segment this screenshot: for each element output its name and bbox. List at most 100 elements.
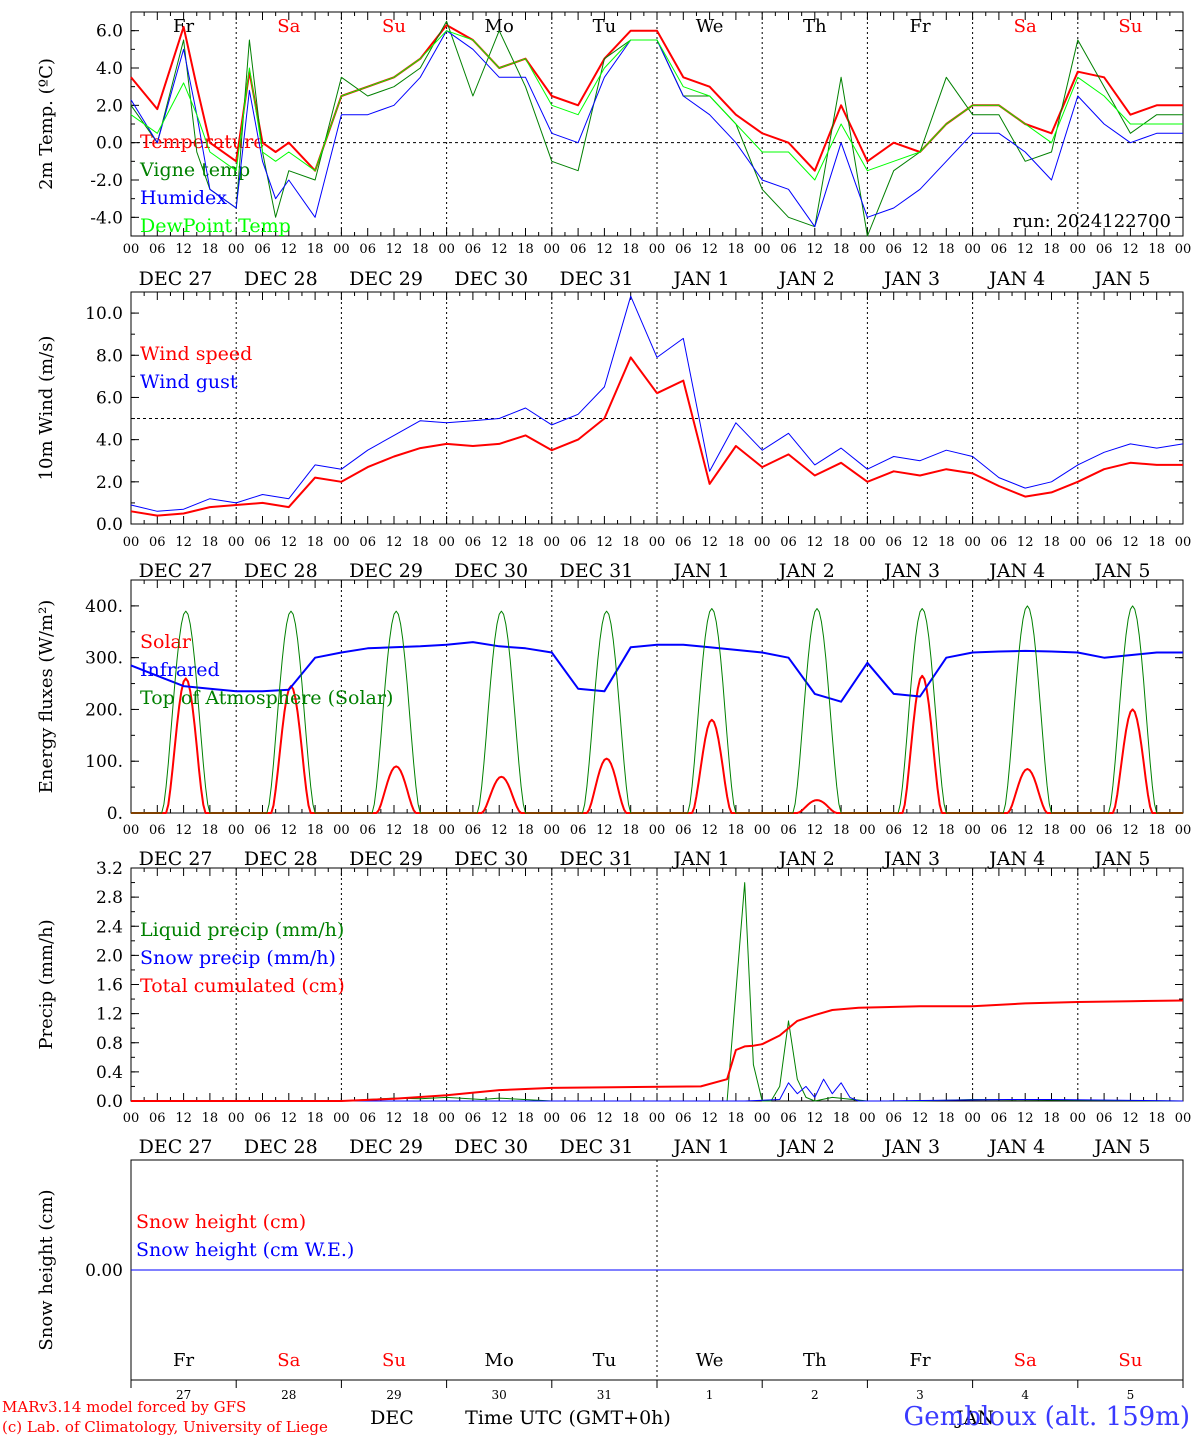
x-tick-label: 00 — [1175, 242, 1192, 257]
x-tick-label: 00 — [859, 535, 876, 550]
x-tick-label: 06 — [1096, 823, 1113, 838]
x-tick-label: 18 — [938, 535, 955, 550]
series-line-top-of-atmosphere-solar — [131, 605, 1183, 814]
x-tick-label: 00 — [754, 242, 771, 257]
date-label: DEC 28 — [244, 560, 318, 582]
x-tick-label: 12 — [1017, 1111, 1034, 1126]
date-label: DEC 29 — [349, 268, 423, 290]
x-tick-label: 12 — [701, 535, 718, 550]
panel-energy: 0. 100. 200. 300. 400. Energy fluxes (W/m²) 00… — [36, 579, 1191, 870]
x-tick-label: 00 — [964, 823, 981, 838]
x-tick-label: 12 — [596, 535, 613, 550]
legend-entry: Top of Atmosphere (Solar) — [140, 687, 393, 709]
x-tick-label: 00 — [754, 823, 771, 838]
date-label: JAN 3 — [882, 1136, 940, 1158]
day-number-label: 1 — [706, 1388, 714, 1402]
y-axis-label: 10m Wind (m/s) — [36, 336, 57, 481]
x-tick-label: 00 — [228, 1111, 245, 1126]
y-tick-label: -4.0 — [90, 208, 123, 228]
x-tick-label: 00 — [649, 242, 666, 257]
x-tick-label: 00 — [123, 535, 140, 550]
weekday-label: Fr — [173, 1350, 194, 1371]
x-tick-label: 12 — [1017, 535, 1034, 550]
x-tick-label: 06 — [254, 535, 271, 550]
panel-temperature: 6.0 4.0 2.0 0.0 -2.0 -4.0 2m Temp. (ºC) 00 06 12 1… — [36, 11, 1192, 290]
x-tick-label: 18 — [1043, 242, 1060, 257]
x-tick-label: 06 — [149, 823, 166, 838]
panel-snow: 0.00 Snow height (cm) Snow height (cm) Snow… — [36, 1159, 1184, 1429]
legend-entry: Wind gust — [140, 371, 238, 393]
x-tick-label: 00 — [228, 823, 245, 838]
x-tick-label: 06 — [991, 242, 1008, 257]
x-tick-label: 18 — [833, 823, 850, 838]
x-tick-label: 00 — [859, 242, 876, 257]
station-label: Gembloux (alt. 159m) — [903, 1402, 1190, 1432]
x-tick-label: 00 — [123, 1111, 140, 1126]
x-tick-label: 18 — [517, 823, 534, 838]
x-tick-label: 18 — [412, 823, 429, 838]
weekday-label: Sa — [1014, 16, 1037, 37]
series-line-snow-precip-mm-h — [131, 1078, 1184, 1102]
weekday-label: Mo — [485, 1350, 514, 1371]
x-tick-label: 12 — [491, 823, 508, 838]
x-tick-label: 06 — [991, 823, 1008, 838]
x-tick-label: 06 — [359, 535, 376, 550]
x-tick-label: 12 — [386, 1111, 403, 1126]
x-tick-label: 06 — [465, 823, 482, 838]
date-label: JAN 5 — [1092, 268, 1150, 290]
y-tick-label: 6.0 — [96, 388, 123, 408]
y-tick-label: 0. — [107, 804, 123, 824]
y-axis-label: Energy fluxes (W/m²) — [36, 600, 57, 794]
x-tick-label: 18 — [1043, 823, 1060, 838]
x-tick-label: 12 — [596, 1111, 613, 1126]
date-label: JAN 2 — [777, 1136, 835, 1158]
date-label: JAN 1 — [672, 848, 730, 870]
month-label: JAN — [954, 1407, 994, 1429]
series-line-wind-speed — [130, 356, 1183, 517]
x-tick-label: 00 — [1070, 823, 1087, 838]
x-tick-label: 06 — [465, 242, 482, 257]
x-tick-label: 00 — [544, 535, 561, 550]
x-tick-label: 00 — [964, 535, 981, 550]
weekday-label: Sa — [1014, 1350, 1037, 1371]
x-tick-label: 18 — [1148, 535, 1165, 550]
legend-entry: Temperature — [140, 131, 264, 153]
x-tick-label: 00 — [333, 823, 350, 838]
date-label: DEC 29 — [349, 1136, 423, 1158]
x-tick-label: 00 — [649, 823, 666, 838]
legend-entry: DewPoint Temp — [140, 215, 291, 237]
x-tick-label: 06 — [885, 535, 902, 550]
legend-entry: Humidex — [140, 187, 227, 209]
day-number-label: 5 — [1127, 1388, 1135, 1402]
x-tick-label: 06 — [885, 242, 902, 257]
date-label: DEC 31 — [559, 848, 633, 870]
x-tick-label: 18 — [622, 242, 639, 257]
weekday-label: Sa — [277, 1350, 300, 1371]
date-label: DEC 30 — [454, 560, 528, 582]
x-tick-label: 12 — [912, 1111, 929, 1126]
y-tick-label: 6.0 — [96, 22, 123, 42]
x-tick-label: 06 — [254, 1111, 271, 1126]
x-tick-label: 12 — [596, 242, 613, 257]
x-tick-label: 18 — [202, 535, 219, 550]
x-tick-label: 00 — [438, 1111, 455, 1126]
x-tick-label: 12 — [281, 242, 298, 257]
x-tick-label: 00 — [333, 1111, 350, 1126]
x-tick-label: 18 — [517, 1111, 534, 1126]
weekday-label: Su — [382, 16, 406, 37]
x-tick-label: 06 — [570, 823, 587, 838]
day-number-label: 4 — [1021, 1388, 1029, 1402]
x-tick-label: 12 — [281, 1111, 298, 1126]
x-tick-label: 18 — [412, 242, 429, 257]
date-label: JAN 2 — [777, 848, 835, 870]
x-tick-label: 06 — [991, 1111, 1008, 1126]
day-number-label: 27 — [176, 1388, 191, 1402]
x-tick-label: 12 — [912, 535, 929, 550]
x-tick-label: 00 — [544, 1111, 561, 1126]
panel-wind: 0.0 2.0 4.0 6.0 8.0 10.0 10m Wind (m/s) 00 06 12 1… — [36, 291, 1191, 582]
weekday-label: Su — [1118, 16, 1142, 37]
day-number-label: 3 — [916, 1388, 924, 1402]
x-tick-label: 00 — [964, 1111, 981, 1126]
x-tick-label: 06 — [780, 1111, 797, 1126]
